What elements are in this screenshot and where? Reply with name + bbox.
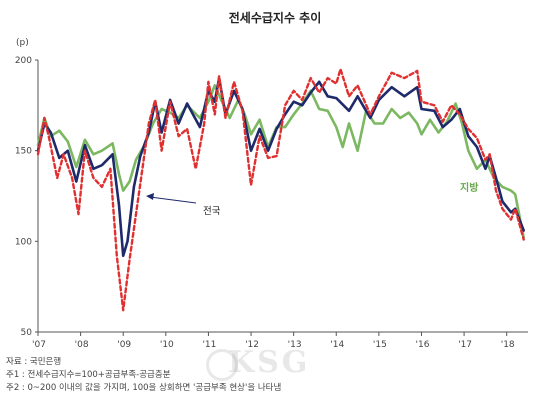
x-tick-label: '12 xyxy=(245,340,259,350)
x-tick-label: '18 xyxy=(501,340,515,350)
series-line-dashed xyxy=(36,67,525,312)
watermark-logo-icon xyxy=(206,349,238,381)
note-source: 자료 : 국민은행 xyxy=(6,357,62,367)
x-tick-label: '17 xyxy=(458,340,472,350)
chart-title: 전세수급지수 추이 xyxy=(228,11,322,25)
annotation-label-national: 전국 xyxy=(203,206,221,217)
note-1: 주1 : 전세수급지수=100+공급부족-공급충분 xyxy=(6,370,171,380)
x-tick-label: '09 xyxy=(117,340,131,350)
note-2: 주2 : 0~200 이내의 값을 가지며, 100을 상회하면 '공급부족 현… xyxy=(6,383,282,393)
x-tick-label: '07 xyxy=(32,340,46,350)
y-axis-unit: (p) xyxy=(16,38,29,48)
y-tick-label: 50 xyxy=(21,328,33,338)
y-tick-label: 100 xyxy=(15,237,32,247)
x-tick-label: '13 xyxy=(288,340,302,350)
series-line-전국 xyxy=(36,76,525,258)
x-tick-label: '10 xyxy=(160,340,174,350)
watermark: KSG xyxy=(228,345,311,380)
chart-notes: 자료 : 국민은행 주1 : 전세수급지수=100+공급부족-공급충분 주2 :… xyxy=(6,356,281,395)
annotation-label-region: 지방 xyxy=(460,181,479,194)
y-tick-label: 200 xyxy=(15,56,32,66)
annotation-arrow-line xyxy=(149,196,197,204)
y-tick-label: 150 xyxy=(15,147,32,157)
x-tick-label: '11 xyxy=(202,340,216,350)
x-tick-label: '08 xyxy=(75,340,89,350)
x-tick-label: '16 xyxy=(416,340,430,350)
annotation-arrow-head xyxy=(146,193,154,200)
x-tick-label: '14 xyxy=(330,340,344,350)
x-tick-label: '15 xyxy=(373,340,387,350)
